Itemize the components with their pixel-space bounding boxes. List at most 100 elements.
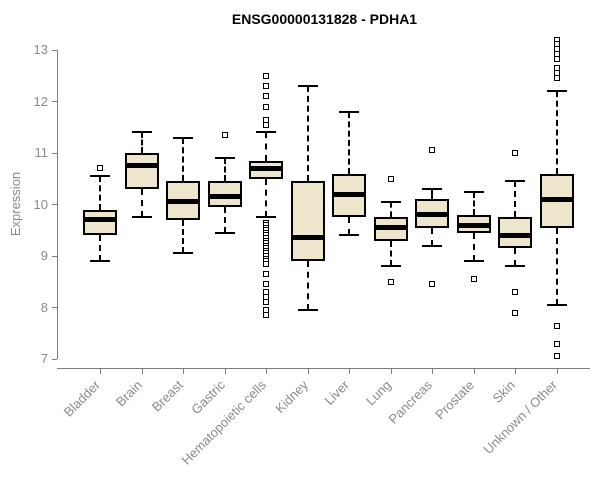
outlier-hematopoietic-cells-23 [263, 271, 269, 278]
whisker-lower-gastric [223, 207, 226, 233]
box-skin [498, 217, 532, 249]
outlier-gastric-0 [221, 131, 228, 138]
outlier-hematopoietic-cells-1 [263, 83, 269, 90]
whisker-cap-upper-liver [339, 110, 359, 113]
y-tick-label-7: 7 [40, 351, 48, 366]
median-lung [373, 225, 408, 230]
whisker-lower-lung [389, 240, 392, 267]
y-tick-9 [52, 255, 57, 257]
median-kidney [290, 235, 325, 240]
whisker-upper-lung [389, 201, 392, 218]
median-liver [332, 192, 366, 197]
outlier-skin-1 [512, 289, 518, 296]
whisker-upper-prostate [472, 191, 475, 215]
median-hematopoietic-cells [249, 166, 283, 171]
whisker-upper-skin [514, 181, 516, 218]
x-tick-skin [515, 368, 516, 374]
median-bladder [83, 217, 117, 222]
y-tick-label-8: 8 [40, 299, 48, 315]
y-tick-13 [52, 49, 57, 51]
y-tick-11 [52, 152, 57, 154]
whisker-cap-upper-bladder [90, 175, 110, 178]
whisker-upper-breast [182, 137, 184, 182]
whisker-lower-prostate [472, 232, 475, 262]
outlier-unknown-other-8 [553, 322, 560, 329]
median-unknown-other [539, 197, 574, 202]
median-prostate [456, 223, 491, 228]
y-tick-label-9: 9 [40, 248, 48, 263]
whisker-lower-breast [182, 219, 184, 254]
outlier-hematopoietic-cells-29 [263, 312, 269, 319]
whisker-cap-upper-unknown-other [546, 90, 567, 93]
outlier-hematopoietic-cells-5 [263, 121, 269, 128]
y-tick-12 [52, 101, 57, 102]
outlier-hematopoietic-cells-3 [263, 103, 269, 110]
whisker-upper-bladder [99, 176, 101, 210]
outlier-skin-2 [512, 309, 518, 316]
whisker-lower-bladder [99, 235, 101, 262]
outlier-hematopoietic-cells-24 [263, 281, 269, 288]
whisker-cap-lower-prostate [463, 260, 484, 263]
whisker-cap-lower-breast [173, 252, 193, 255]
x-axis-line [57, 368, 590, 369]
whisker-lower-skin [514, 248, 516, 267]
x-tick-prostate [473, 368, 475, 374]
whisker-lower-hematopoietic-cells [265, 178, 267, 218]
x-tick-pancreas [432, 368, 433, 374]
median-brain [124, 163, 159, 168]
outlier-unknown-other-9 [553, 340, 560, 347]
median-breast [166, 199, 200, 204]
outlier-hematopoietic-cells-0 [263, 72, 269, 79]
whisker-upper-kidney [306, 86, 309, 182]
whisker-upper-gastric [223, 158, 226, 182]
median-pancreas [415, 212, 449, 217]
outlier-prostate-0 [470, 276, 477, 283]
outlier-hematopoietic-cells-2 [263, 93, 269, 100]
y-tick-7 [52, 358, 57, 360]
whisker-upper-unknown-other [555, 91, 558, 174]
x-tick-liver [349, 368, 350, 374]
whisker-cap-lower-hematopoietic-cells [256, 216, 276, 219]
outlier-bladder-0 [97, 165, 103, 172]
y-tick-label-13: 13 [33, 42, 48, 57]
box-kidney [290, 181, 325, 262]
whisker-cap-lower-brain [131, 216, 152, 219]
whisker-cap-upper-hematopoietic-cells [256, 131, 276, 134]
y-tick-label-11: 11 [34, 145, 49, 160]
outlier-pancreas-0 [429, 147, 435, 154]
outlier-unknown-other-4 [553, 56, 560, 63]
box-bladder [83, 209, 117, 236]
whisker-lower-kidney [306, 261, 309, 311]
whisker-cap-upper-skin [505, 180, 525, 183]
whisker-cap-lower-bladder [90, 260, 110, 263]
y-tick-label-10: 10 [33, 196, 48, 212]
whisker-cap-lower-unknown-other [546, 303, 567, 306]
whisker-cap-lower-pancreas [422, 244, 442, 247]
whisker-cap-upper-gastric [214, 157, 235, 160]
whisker-cap-upper-lung [380, 200, 401, 203]
outlier-hematopoietic-cells-27 [263, 299, 269, 306]
whisker-cap-lower-lung [380, 265, 401, 268]
x-tick-breast [183, 368, 184, 374]
whisker-cap-upper-prostate [463, 190, 484, 193]
x-tick-bladder [100, 368, 101, 374]
whisker-cap-lower-skin [505, 265, 525, 268]
outlier-hematopoietic-cells-22 [263, 260, 269, 267]
whisker-cap-lower-gastric [214, 231, 235, 234]
whisker-upper-hematopoietic-cells [265, 132, 267, 161]
y-tick-8 [52, 307, 57, 308]
whisker-lower-unknown-other [555, 227, 558, 305]
whisker-lower-brain [140, 189, 143, 218]
outlier-lung-0 [387, 175, 394, 182]
x-tick-kidney [307, 368, 309, 374]
x-tick-gastric [224, 368, 226, 374]
median-gastric [207, 194, 242, 199]
whisker-cap-upper-brain [131, 131, 152, 134]
whisker-cap-lower-liver [339, 234, 359, 237]
y-tick-10 [52, 204, 57, 205]
outlier-pancreas-1 [429, 281, 435, 288]
whisker-lower-liver [348, 217, 350, 236]
y-tick-label-12: 12 [33, 93, 48, 109]
whisker-cap-upper-breast [173, 136, 193, 139]
